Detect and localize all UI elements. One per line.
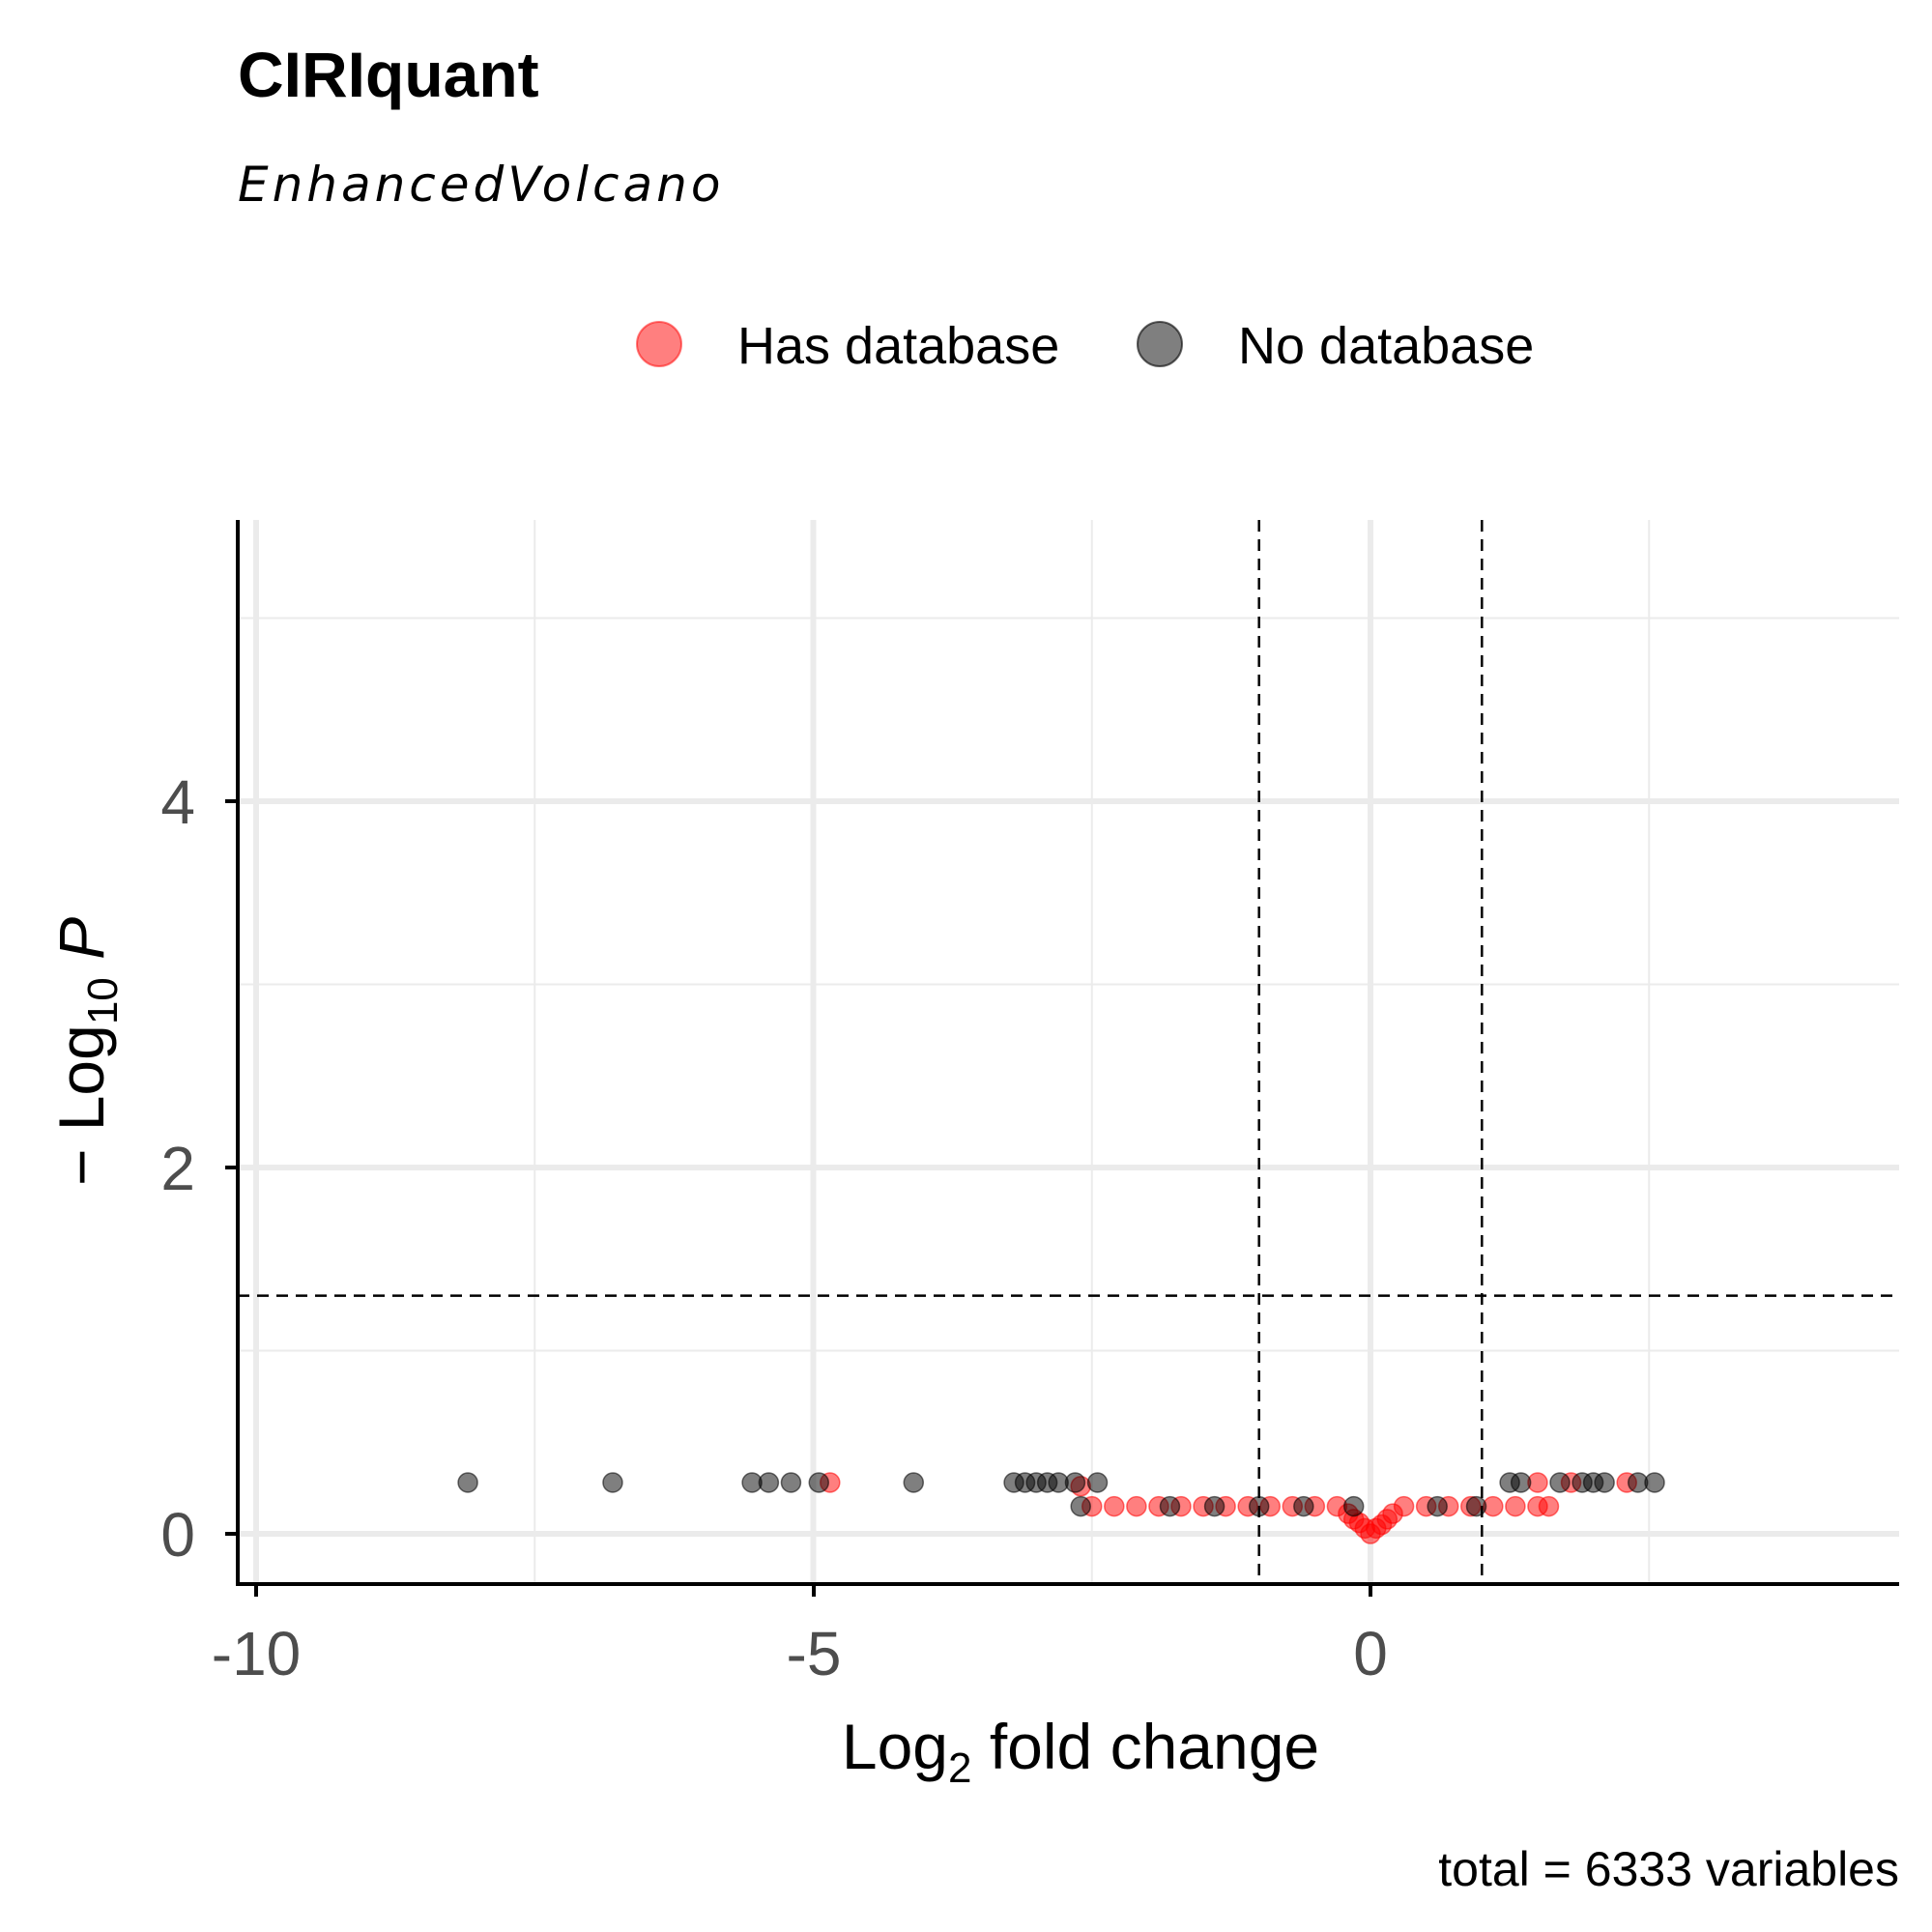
y-tick-label: 0 bbox=[160, 1500, 195, 1570]
caption: total = 6333 variables bbox=[1438, 1842, 1899, 1896]
legend-marker-has-database bbox=[636, 321, 682, 367]
data-point-has-database bbox=[1126, 1495, 1147, 1517]
data-point-no-database bbox=[1064, 1472, 1086, 1493]
data-point-no-database bbox=[1203, 1495, 1226, 1517]
data-point-no-database bbox=[1342, 1495, 1365, 1517]
plot-subtitle: EnhancedVolcano bbox=[238, 157, 724, 213]
data-point-no-database bbox=[1248, 1495, 1270, 1517]
data-point-no-database bbox=[1549, 1472, 1571, 1493]
x-axis-ticks: -10 -5 0 bbox=[212, 1584, 1388, 1688]
data-point-no-database bbox=[1510, 1472, 1532, 1493]
x-axis-title: Log2 fold change bbox=[842, 1711, 1319, 1792]
y-axis-title: − Log10 P bbox=[45, 917, 127, 1186]
data-point-no-database bbox=[457, 1472, 478, 1493]
data-point-no-database bbox=[1159, 1495, 1181, 1517]
legend: Has database No database bbox=[636, 317, 1534, 375]
y-tick-label: 4 bbox=[160, 767, 195, 837]
data-point-has-database bbox=[1393, 1495, 1415, 1517]
legend-label-no-database: No database bbox=[1238, 317, 1534, 375]
data-point-no-database bbox=[602, 1472, 623, 1493]
x-tick-label: 0 bbox=[1353, 1619, 1388, 1688]
y-tick-label: 2 bbox=[160, 1134, 195, 1203]
legend-label-has-database: Has database bbox=[737, 317, 1059, 375]
data-point-has-database bbox=[1505, 1495, 1526, 1517]
data-point-no-database bbox=[1070, 1495, 1091, 1517]
data-point-no-database bbox=[1086, 1472, 1109, 1493]
threshold-lines bbox=[238, 520, 1899, 1584]
data-point-no-database bbox=[1293, 1495, 1314, 1517]
data-point-no-database bbox=[1644, 1472, 1665, 1493]
data-point-no-database bbox=[758, 1472, 780, 1493]
data-point-no-database bbox=[1465, 1495, 1487, 1517]
plot-title: CIRIquant bbox=[238, 39, 539, 110]
data-point-no-database bbox=[780, 1472, 802, 1493]
data-point-has-database bbox=[1538, 1495, 1560, 1517]
data-point-has-database bbox=[1104, 1495, 1125, 1517]
x-tick-label: -10 bbox=[212, 1619, 302, 1688]
x-tick-label: -5 bbox=[787, 1619, 842, 1688]
data-point-no-database bbox=[1427, 1495, 1448, 1517]
y-axis-ticks: 0 2 4 bbox=[160, 767, 238, 1570]
data-point-no-database bbox=[808, 1472, 830, 1493]
data-points bbox=[457, 1472, 1665, 1544]
grid-lines bbox=[238, 520, 1899, 1584]
data-point-no-database bbox=[1594, 1472, 1615, 1493]
data-point-no-database bbox=[903, 1472, 925, 1493]
legend-marker-no-database bbox=[1137, 321, 1183, 367]
